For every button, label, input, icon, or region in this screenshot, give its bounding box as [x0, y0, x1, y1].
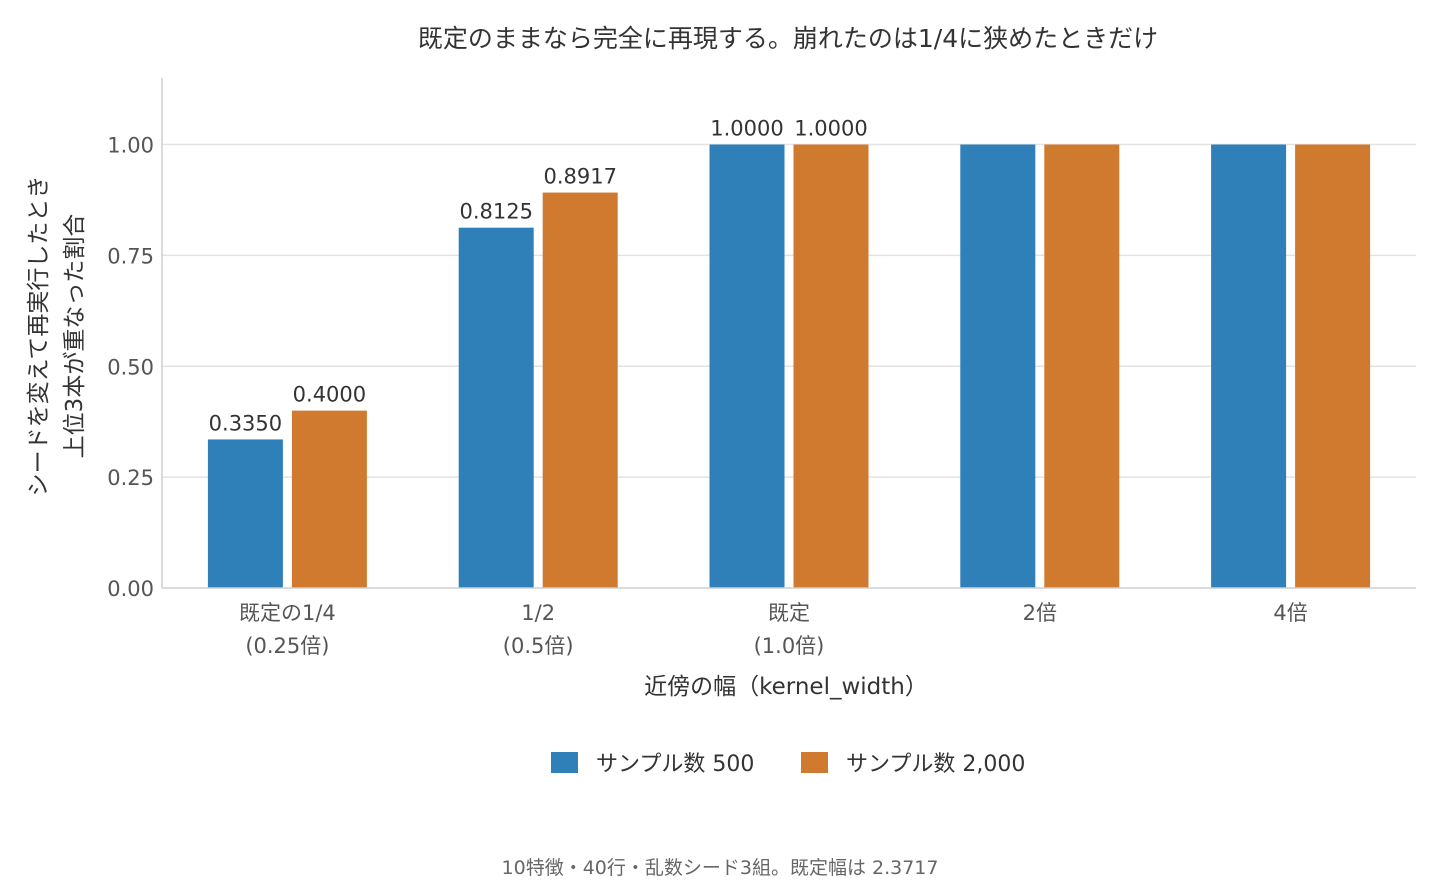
x-tick-label: 既定の1/4 — [239, 601, 336, 625]
bar-n2000-4 — [1295, 144, 1371, 589]
bars — [207, 144, 1371, 589]
y-axis-ticks: 0.00 0.25 0.50 0.75 1.00 — [107, 134, 154, 601]
data-label: 0.3350 — [209, 411, 282, 435]
data-label: 0.4000 — [293, 383, 366, 407]
x-tick-label: 2倍 — [1023, 601, 1057, 625]
y-axis-title: シードを変えて再実行したとき 上位3本が重なった割合 — [26, 176, 88, 497]
y-tick-label: 0.00 — [107, 577, 154, 601]
data-labels: 0.3350 0.4000 0.8125 0.8917 1.0000 1.0000 — [209, 117, 868, 436]
bar-n500-1 — [458, 227, 534, 588]
data-label: 0.8917 — [543, 165, 616, 189]
x-axis-categories: 既定の1/4 (0.25倍) 1/2 (0.5倍) 既定 (1.0倍) 2倍 4倍 — [239, 601, 1308, 658]
y-axis-title-line-2: 上位3本が重なった割合 — [62, 214, 88, 459]
gridlines — [162, 143, 1416, 478]
x-tick-label: 既定 — [768, 601, 810, 625]
bar-n500-2 — [709, 144, 785, 589]
x-tick-label: 1/2 — [521, 601, 555, 625]
y-axis-title-line-1: シードを変えて再実行したとき — [26, 176, 52, 497]
bar-n500-3 — [960, 144, 1036, 589]
x-tick-label: (1.0倍) — [754, 634, 825, 658]
axis-lines — [161, 78, 1416, 589]
bar-n500-0 — [207, 439, 283, 588]
x-tick-label: 4倍 — [1273, 601, 1307, 625]
bar-n2000-1 — [542, 192, 618, 589]
y-tick-label: 0.50 — [107, 355, 154, 379]
legend-label-0: サンプル数 500 — [596, 752, 754, 777]
y-tick-label: 0.75 — [107, 244, 154, 268]
x-tick-label: (0.25倍) — [245, 634, 329, 658]
chart-title: 既定のままなら完全に再現する。崩れたのは1/4に狭めたときだけ — [418, 24, 1158, 53]
data-label: 0.8125 — [459, 200, 532, 224]
legend-label-1: サンプル数 2,000 — [846, 752, 1025, 777]
y-tick-label: 1.00 — [107, 134, 154, 158]
data-label: 1.0000 — [794, 117, 867, 141]
x-tick-label: (0.5倍) — [503, 634, 574, 658]
bar-n2000-0 — [291, 410, 367, 588]
legend-swatch-0 — [551, 752, 578, 773]
x-axis-title: 近傍の幅（kernel_width） — [644, 674, 928, 700]
bar-n2000-2 — [793, 144, 869, 589]
legend: サンプル数 500 サンプル数 2,000 — [551, 752, 1025, 777]
data-label: 1.0000 — [710, 117, 783, 141]
bar-n2000-3 — [1044, 144, 1120, 589]
footnote: 10特徴・40行・乱数シード3組。既定幅は 2.3717 — [502, 857, 939, 879]
y-tick-label: 0.25 — [107, 466, 154, 490]
legend-swatch-1 — [801, 752, 828, 773]
bar-n500-4 — [1211, 144, 1287, 589]
